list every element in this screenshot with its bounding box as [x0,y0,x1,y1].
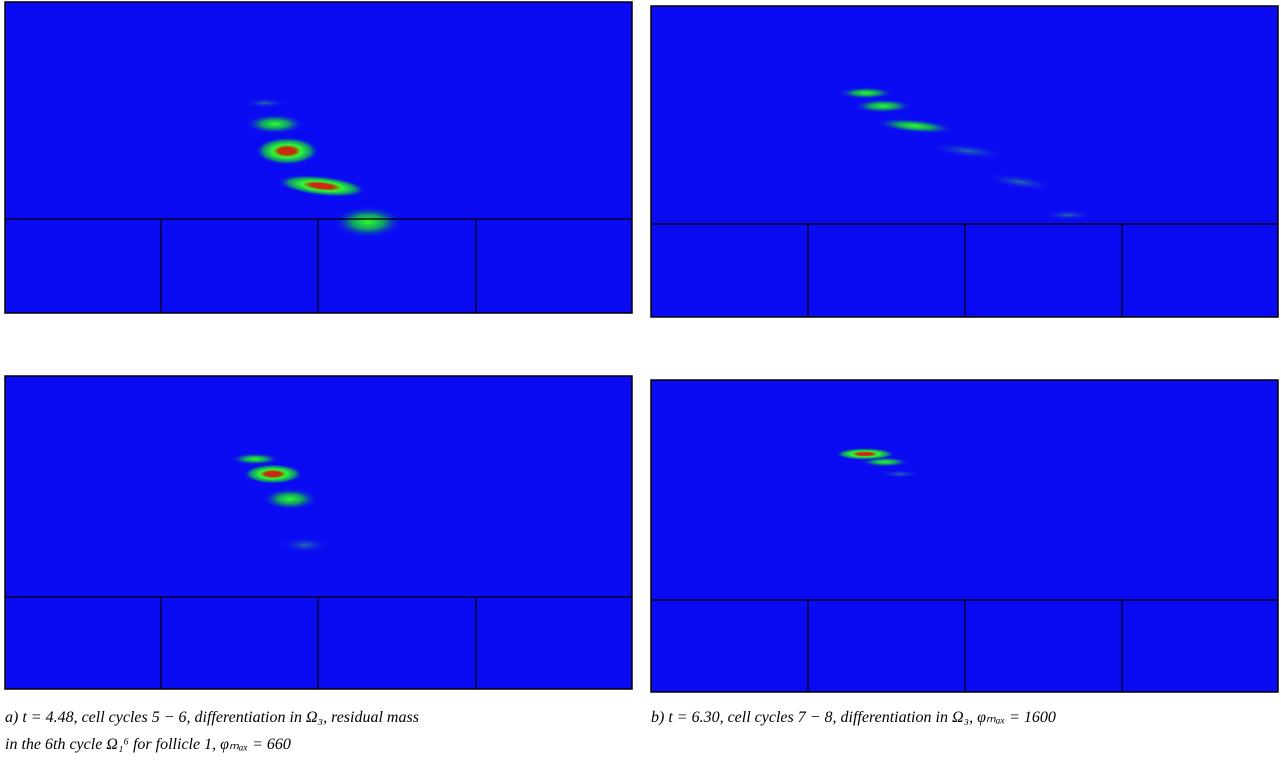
caption-line: a) t = 4.48, cell cycles 5 − 6, differen… [5,709,419,726]
panel-a-bottom [4,375,633,690]
caption-b: b) t = 6.30, cell cycles 7 − 8, differen… [651,704,1056,731]
panel-b-bottom [650,379,1279,693]
panel-a-top [4,1,633,314]
caption-a: a) t = 4.48, cell cycles 5 − 6, differen… [5,704,419,758]
caption-line: b) t = 6.30, cell cycles 7 − 8, differen… [651,709,1056,726]
caption-line: in the 6th cycle Ω₁⁶ for follicle 1, φₘₐ… [5,736,291,753]
panel-b-top [650,5,1279,318]
